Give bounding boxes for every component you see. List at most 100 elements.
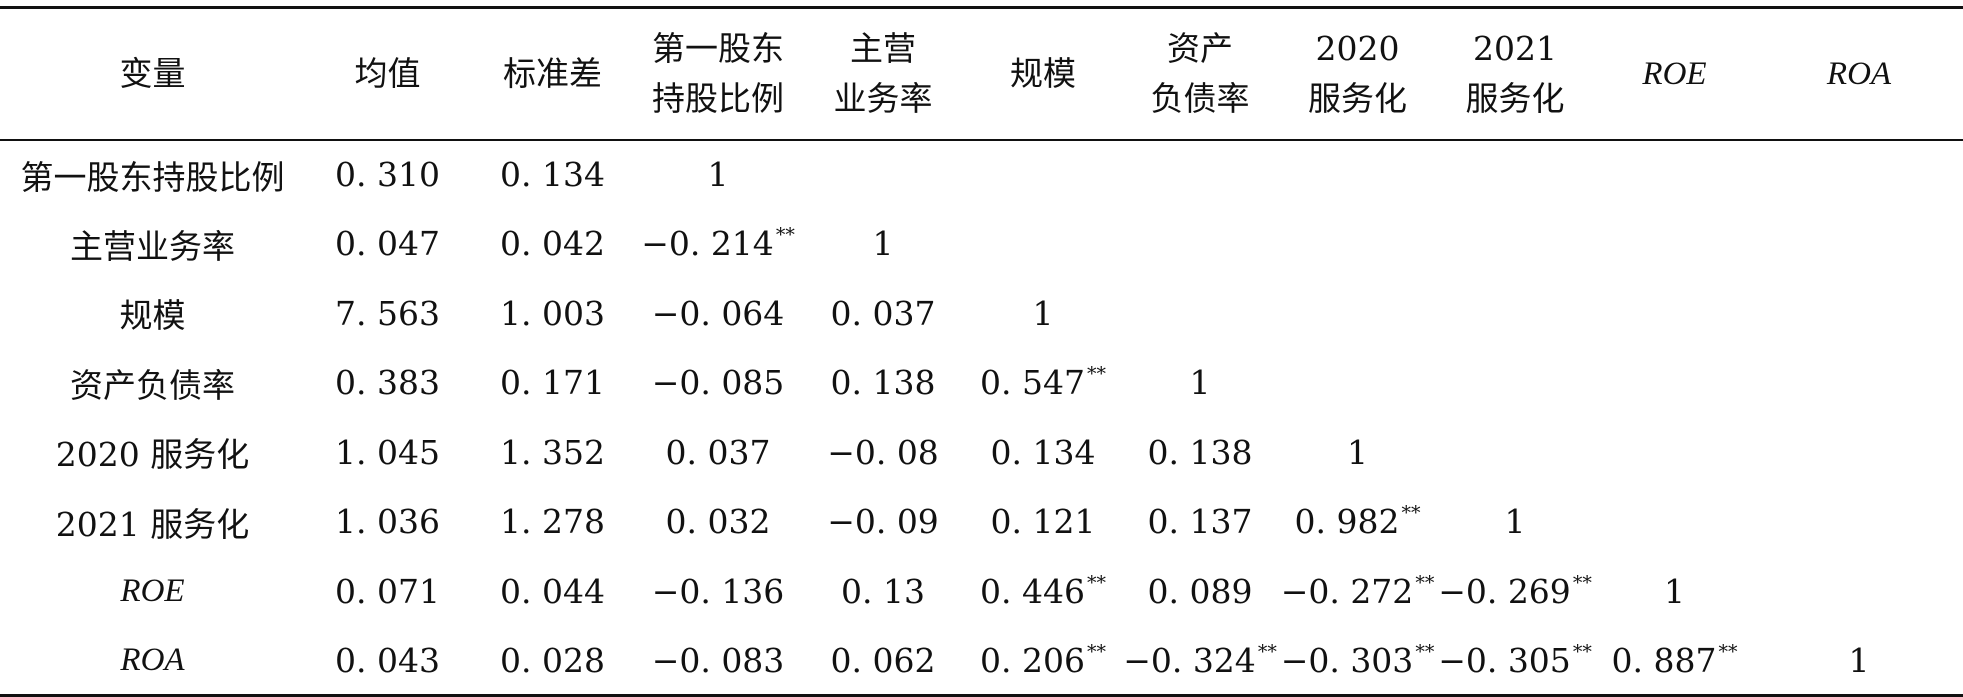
table-cell: 0. 383 (305, 348, 470, 418)
cell-value: 0. 134 (500, 155, 605, 195)
table-cell: 1. 352 (470, 418, 635, 488)
table-cell: 7. 563 (305, 279, 470, 349)
cell-value: 0. 383 (335, 363, 440, 403)
table-cell: 0. 887 ** (1594, 626, 1755, 696)
table-cell: −0. 09 (801, 487, 965, 557)
table-cell: 1 (635, 140, 801, 210)
cell-value: 0. 043 (335, 640, 440, 680)
significance-stars: ** (1572, 571, 1592, 594)
cell-value: 0. 13 (841, 571, 925, 611)
column-header-text: 服务化 (1308, 78, 1407, 118)
column-header-text: 负债率 (1150, 78, 1250, 118)
table-cell: 0. 028 (470, 626, 635, 696)
cell-value: 0. 206 (980, 640, 1085, 680)
table-cell (965, 140, 1121, 210)
column-header: 资产 负债率 (1121, 8, 1279, 140)
table-cell: −0. 064 (635, 279, 801, 349)
table-cell: −0. 324 ** (1121, 626, 1279, 696)
table-cell (1594, 209, 1755, 279)
table-cell: 1 (1755, 626, 1963, 696)
table-cell (1279, 279, 1436, 349)
cell-value: −0. 303 (1280, 640, 1414, 680)
table-cell: 1 (1594, 557, 1755, 627)
table-cell: 0. 547 ** (965, 348, 1121, 418)
column-header: 规模 (965, 8, 1121, 140)
table-cell: −0. 272 ** (1279, 557, 1436, 627)
cell-value: 0. 310 (335, 155, 440, 195)
table-cell: −0. 305 ** (1436, 626, 1594, 696)
significance-stars: ** (1718, 640, 1738, 663)
column-header: 主营 业务率 (801, 8, 965, 140)
table-cell: 0. 171 (470, 348, 635, 418)
table-cell: 0. 138 (801, 348, 965, 418)
table-cell (1755, 418, 1963, 488)
cell-value: 0. 071 (335, 571, 440, 611)
table-cell: 1 (1121, 348, 1279, 418)
table-cell (1755, 557, 1963, 627)
cell-value: 0. 028 (500, 640, 605, 680)
cell-value: −0. 136 (651, 571, 785, 611)
table-cell (1594, 279, 1755, 349)
table-row: 主营业务率 0. 047 0. 042 −0. 214 ** 1 (0, 209, 1963, 279)
column-header: 标准差 (470, 8, 635, 140)
column-header: 2020 服务化 (1279, 8, 1436, 140)
significance-stars: ** (1415, 571, 1435, 594)
table-cell: −0. 214 ** (635, 209, 801, 279)
table-cell (1755, 209, 1963, 279)
table-cell: 1 (801, 209, 965, 279)
table-cell (1755, 279, 1963, 349)
column-header-text: 规模 (1010, 53, 1076, 93)
table-cell (1594, 348, 1755, 418)
table-cell: −0. 136 (635, 557, 801, 627)
significance-stars: ** (1401, 502, 1421, 525)
table-cell: 0. 982 ** (1279, 487, 1436, 557)
table-cell (1755, 487, 1963, 557)
table-cell: 0. 138 (1121, 418, 1279, 488)
table-cell (1594, 140, 1755, 210)
cell-value: 1 (872, 224, 894, 264)
cell-value: 0. 037 (830, 293, 936, 333)
column-header-text: 标准差 (503, 53, 602, 93)
table-row: 资产负债率 0. 383 0. 171 −0. 085 0. 138 0. 547 ** 1 (0, 348, 1963, 418)
column-header-text: 变量 (119, 53, 186, 93)
table-cell: −0. 08 (801, 418, 965, 488)
table-cell (1594, 487, 1755, 557)
row-label: 规模 (119, 296, 186, 336)
table-body: 第一股东持股比例 0. 310 0. 134 1 主营业务率 0. 047 0. 042 −0… (0, 140, 1963, 696)
cell-value: −0. 324 (1123, 640, 1256, 680)
column-header-text: ROE (1642, 56, 1707, 93)
cell-value: 1. 278 (500, 502, 605, 542)
column-header-text: 服务化 (1465, 78, 1565, 118)
table-cell: 1. 278 (470, 487, 635, 557)
table-cell (1121, 140, 1279, 210)
cell-value: 0. 089 (1147, 571, 1253, 611)
table-cell: 1 (1436, 487, 1594, 557)
cell-value: −0. 214 (641, 224, 774, 264)
cell-value: 1. 045 (335, 432, 440, 472)
table-cell (1755, 140, 1963, 210)
table-cell: 0. 044 (470, 557, 635, 627)
significance-stars: ** (1086, 571, 1106, 594)
column-header-text: ROA (1826, 56, 1892, 93)
column-header-text: 业务率 (833, 78, 933, 118)
table-cell (1279, 209, 1436, 279)
table-row: 第一股东持股比例 0. 310 0. 134 1 (0, 140, 1963, 210)
table-cell: 0. 037 (801, 279, 965, 349)
cell-value: 0. 037 (665, 432, 771, 472)
table-cell (1121, 209, 1279, 279)
table-cell: −0. 269 ** (1436, 557, 1594, 627)
table-cell: −0. 085 (635, 348, 801, 418)
cell-value: 0. 044 (500, 571, 605, 611)
column-header-text: 2020 (1315, 28, 1400, 68)
row-label: 第一股东持股比例 (20, 157, 285, 197)
table-cell (965, 209, 1121, 279)
cell-value: −0. 08 (827, 432, 939, 472)
cell-value: 1. 003 (500, 293, 605, 333)
cell-value: 1 (1347, 432, 1368, 472)
table-cell (1436, 348, 1594, 418)
table-cell (801, 140, 965, 210)
table-cell (1755, 348, 1963, 418)
column-header-text: 主营 (850, 28, 916, 68)
table-cell: 0. 089 (1121, 557, 1279, 627)
cell-value: −0. 269 (1438, 571, 1571, 611)
